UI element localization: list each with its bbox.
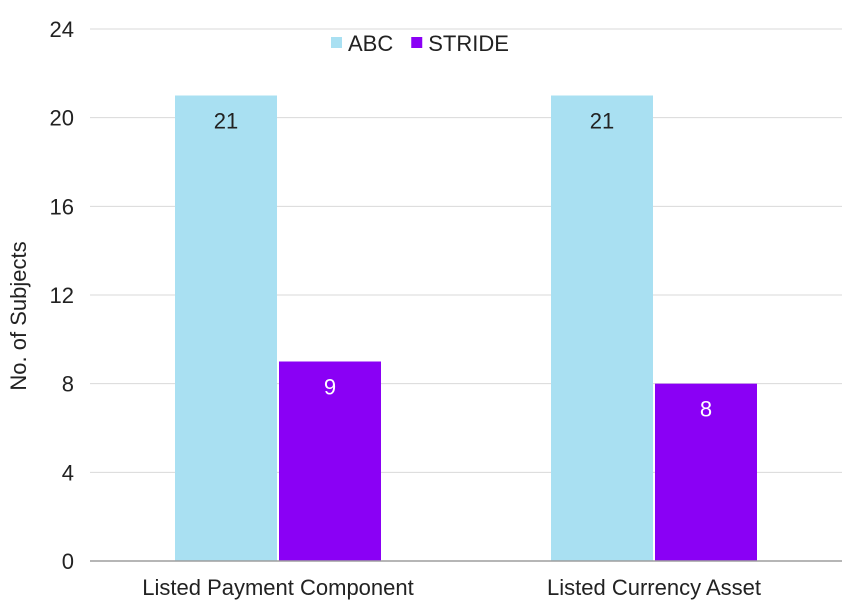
y-tick-label: 8 xyxy=(62,372,74,397)
data-label: 21 xyxy=(214,109,238,134)
bar-stride xyxy=(279,361,381,561)
y-axis-label: No. of Subjects xyxy=(6,241,31,390)
x-category-label: Listed Payment Component xyxy=(142,575,414,600)
bars xyxy=(175,95,757,561)
data-label: 21 xyxy=(590,109,614,134)
y-tick-label: 12 xyxy=(50,283,74,308)
y-axis-ticks: 0 4 8 12 16 20 24 xyxy=(50,17,74,574)
bar-stride xyxy=(655,383,757,561)
x-axis-categories: Listed Payment Component Listed Currency … xyxy=(142,575,761,600)
y-tick-label: 0 xyxy=(62,549,74,574)
x-category-label: Listed Currency Asset xyxy=(547,575,761,600)
y-tick-label: 24 xyxy=(50,17,74,42)
bar-abc xyxy=(551,95,653,561)
data-label: 9 xyxy=(324,375,336,400)
legend-swatch xyxy=(411,37,423,48)
y-tick-label: 4 xyxy=(62,460,74,485)
data-labels: 21 9 21 8 xyxy=(214,109,712,422)
bar-abc xyxy=(175,95,277,561)
data-label: 8 xyxy=(700,397,712,422)
y-tick-label: 16 xyxy=(50,194,74,219)
y-tick-label: 20 xyxy=(50,106,74,131)
legend-label: STRIDE xyxy=(428,31,509,56)
legend: ABC STRIDE xyxy=(331,31,509,56)
legend-swatch xyxy=(331,37,342,48)
legend-label: ABC xyxy=(348,31,393,56)
